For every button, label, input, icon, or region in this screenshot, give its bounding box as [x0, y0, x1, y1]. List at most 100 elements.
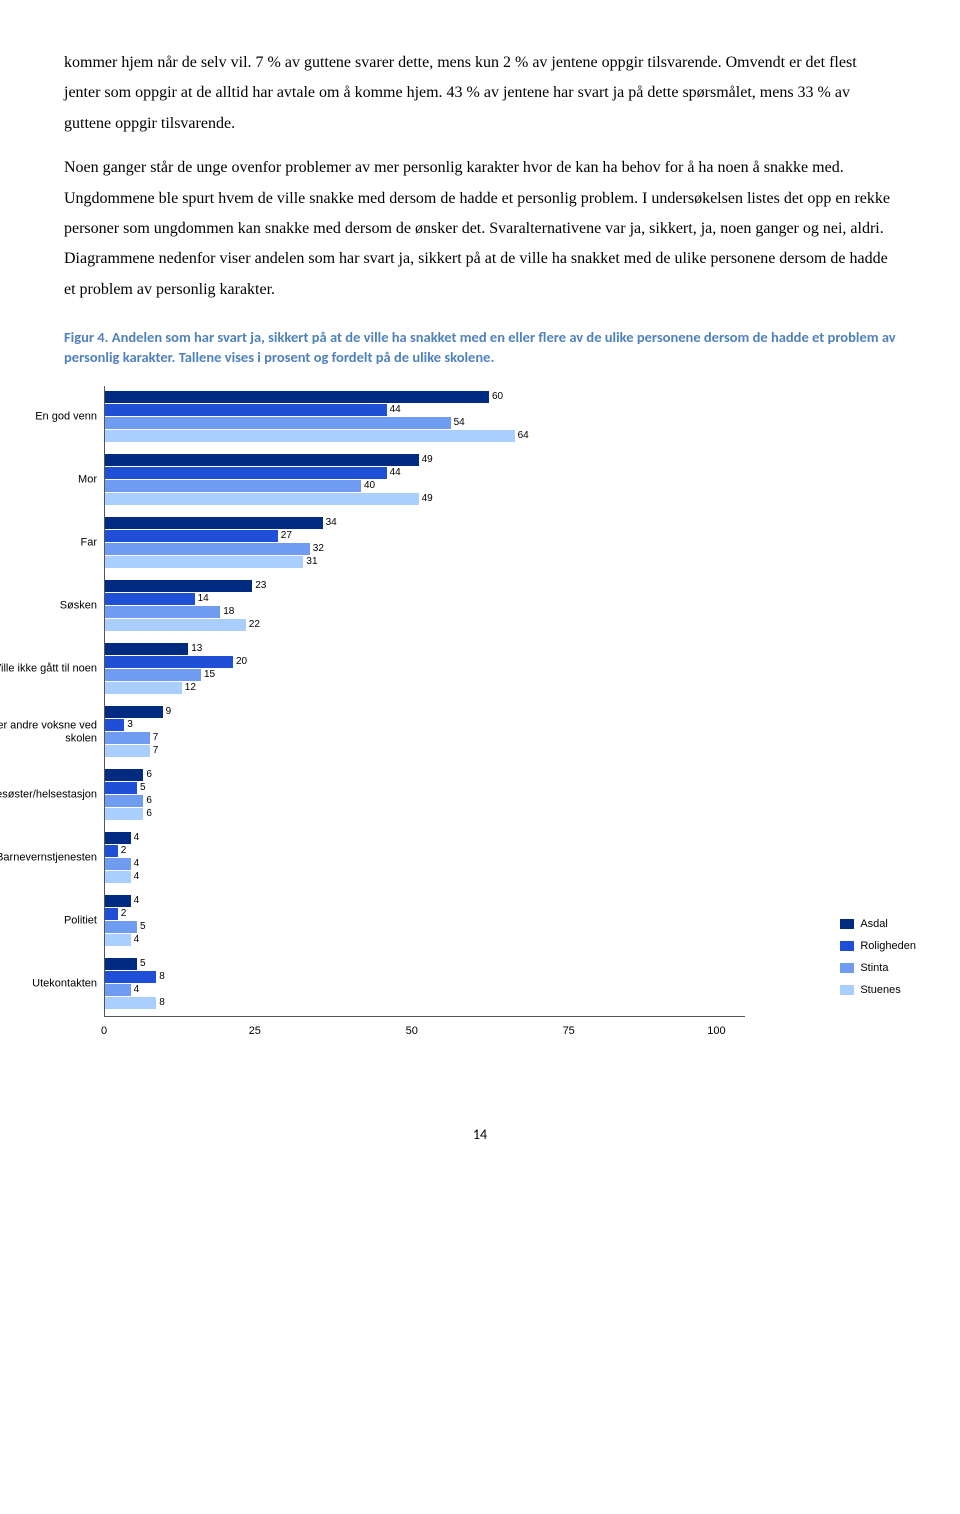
bar-row: 6 [105, 808, 745, 820]
bar-row: 44 [105, 404, 745, 416]
bar [105, 958, 137, 970]
bar-group: Utekontakten5848 [105, 953, 745, 1016]
bar-value-label: 6 [146, 804, 152, 823]
bar [105, 556, 303, 568]
category-label: Barnevernstjenesten [0, 852, 97, 865]
category-label: Mor [0, 474, 97, 487]
bar-row: 6 [105, 769, 745, 781]
bar-row: 3 [105, 719, 745, 731]
legend-label: Stinta [860, 958, 888, 979]
bar [105, 845, 118, 857]
bar-group: Helsesøster/helsestasjon6566 [105, 764, 745, 827]
bar-value-label: 4 [134, 828, 140, 847]
bar-group: Barnevernstjenesten4244 [105, 827, 745, 890]
bar [105, 606, 220, 618]
bar-value-label: 8 [159, 993, 165, 1012]
bar [105, 934, 131, 946]
bar [105, 795, 143, 807]
bar [105, 682, 182, 694]
bar-row: 54 [105, 417, 745, 429]
bar [105, 391, 489, 403]
bar-group: Far34273231 [105, 512, 745, 575]
bar [105, 530, 278, 542]
bar-value-label: 23 [255, 576, 266, 595]
bar-value-label: 4 [134, 891, 140, 910]
bar [105, 417, 451, 429]
x-tick-label: 25 [249, 1021, 261, 1042]
bar-group: Mor49444049 [105, 449, 745, 512]
bar [105, 719, 124, 731]
bar [105, 745, 150, 757]
bar [105, 454, 419, 466]
bar-row: 8 [105, 997, 745, 1009]
bar-value-label: 64 [518, 426, 529, 445]
bar-row: 20 [105, 656, 745, 668]
bar [105, 706, 163, 718]
bar-row: 4 [105, 871, 745, 883]
bar [105, 782, 137, 794]
bar-group: Politiet4254 [105, 890, 745, 953]
legend-swatch [840, 941, 854, 951]
legend-item: Roligheden [840, 936, 916, 957]
bar-row: 7 [105, 745, 745, 757]
paragraph: Noen ganger står de unge ovenfor problem… [64, 153, 896, 305]
category-label: Lærer eller andre voksne ved skolen [0, 720, 97, 745]
bar-row: 7 [105, 732, 745, 744]
body-text: kommer hjem når de selv vil. 7 % av gutt… [64, 48, 896, 305]
bar-row: 8 [105, 971, 745, 983]
bar-row: 60 [105, 391, 745, 403]
bar [105, 643, 188, 655]
category-label: Far [0, 537, 97, 550]
bar [105, 430, 515, 442]
bar-row: 22 [105, 619, 745, 631]
bar [105, 971, 156, 983]
bar-group: Lærer eller andre voksne ved skolen9377 [105, 701, 745, 764]
bar-value-label: 22 [249, 615, 260, 634]
bar-value-label: 4 [134, 930, 140, 949]
chart-legend: AsdalRolighedenStintaStuenes [840, 913, 916, 1002]
bar [105, 808, 143, 820]
bar-value-label: 4 [134, 867, 140, 886]
legend-swatch [840, 985, 854, 995]
bar-row: 6 [105, 795, 745, 807]
bar [105, 404, 387, 416]
bar-value-label: 6 [146, 765, 152, 784]
bar-group: Ville ikke gått til noen13201512 [105, 638, 745, 701]
bar-row: 27 [105, 530, 745, 542]
bar-row: 18 [105, 606, 745, 618]
bar-row: 12 [105, 682, 745, 694]
bar-row: 4 [105, 984, 745, 996]
bar-row: 14 [105, 593, 745, 605]
bar-row: 31 [105, 556, 745, 568]
bar-group: Søsken23141822 [105, 575, 745, 638]
bar [105, 493, 419, 505]
bar [105, 619, 246, 631]
bar [105, 858, 131, 870]
x-axis: 0255075100 [104, 1021, 744, 1042]
bar-value-label: 34 [326, 513, 337, 532]
x-tick-label: 50 [406, 1021, 418, 1042]
bar-value-label: 15 [204, 665, 215, 684]
legend-label: Stuenes [860, 980, 900, 1001]
bar [105, 871, 131, 883]
bar-row: 13 [105, 643, 745, 655]
legend-label: Asdal [860, 914, 888, 935]
bar-row: 2 [105, 845, 745, 857]
bar [105, 895, 131, 907]
bar [105, 997, 156, 1009]
bar-row: 5 [105, 958, 745, 970]
bar-row: 15 [105, 669, 745, 681]
legend-label: Roligheden [860, 936, 916, 957]
bar-value-label: 20 [236, 652, 247, 671]
bar-group: En god venn60445464 [105, 386, 745, 449]
bar [105, 593, 195, 605]
category-label: En god venn [0, 411, 97, 424]
bar-row: 4 [105, 832, 745, 844]
bar-value-label: 60 [492, 387, 503, 406]
figure-caption: Figur 4. Andelen som har svart ja, sikke… [64, 327, 896, 368]
grouped-bar-chart: En god venn60445464Mor49444049Far3427323… [104, 386, 896, 1042]
bar [105, 480, 361, 492]
bar-row: 9 [105, 706, 745, 718]
bar-row: 4 [105, 858, 745, 870]
bar [105, 769, 143, 781]
